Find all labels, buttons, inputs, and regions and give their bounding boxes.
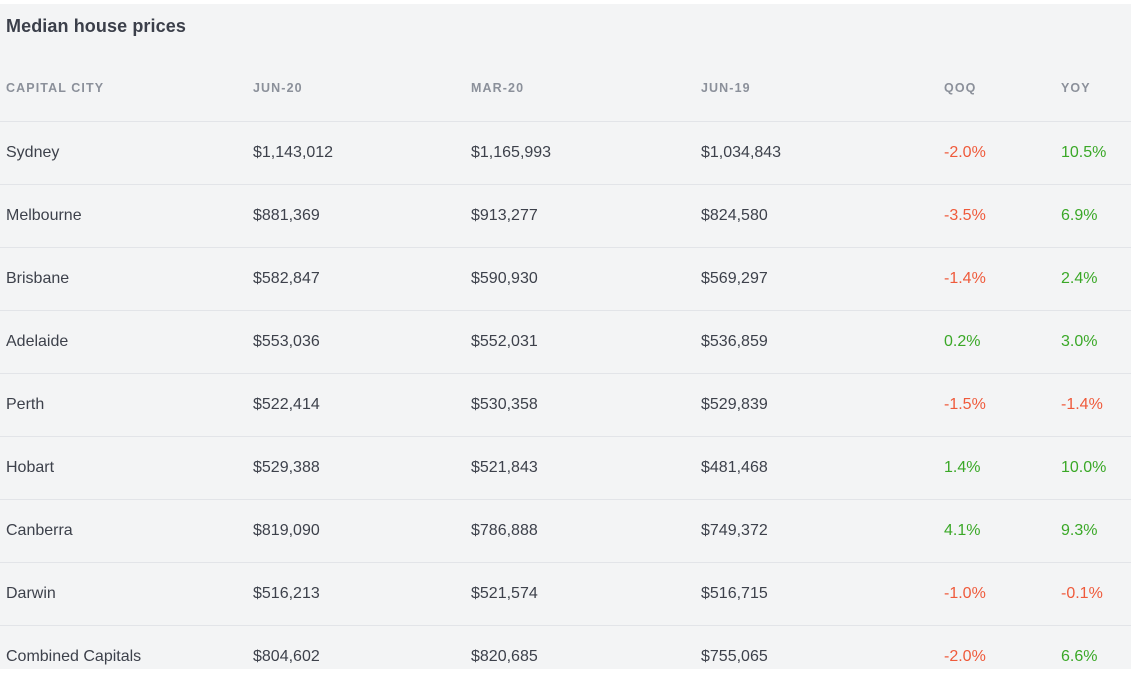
cell-jun20: $804,602: [253, 626, 471, 688]
cell-city: Hobart: [0, 437, 253, 500]
cell-jun20: $529,388: [253, 437, 471, 500]
cell-mar20: $913,277: [471, 185, 701, 248]
cell-yoy: 10.5%: [1061, 122, 1131, 185]
cell-qoq: -3.5%: [944, 185, 1061, 248]
cell-jun20: $1,143,012: [253, 122, 471, 185]
cell-city: Darwin: [0, 563, 253, 626]
cell-qoq: 4.1%: [944, 500, 1061, 563]
cell-city: Combined Capitals: [0, 626, 253, 688]
cell-mar20: $521,574: [471, 563, 701, 626]
cell-jun19: $824,580: [701, 185, 944, 248]
cell-mar20: $552,031: [471, 311, 701, 374]
cell-mar20: $820,685: [471, 626, 701, 688]
median-prices-table: CAPITAL CITY JUN-20 MAR-20 JUN-19 QOQ YO…: [0, 72, 1131, 688]
cell-yoy: 9.3%: [1061, 500, 1131, 563]
median-house-prices-panel: Median house prices CAPITAL CITY JUN-20 …: [0, 4, 1131, 669]
cell-mar20: $530,358: [471, 374, 701, 437]
cell-qoq: -2.0%: [944, 122, 1061, 185]
column-header-jun19: JUN-19: [701, 72, 944, 122]
cell-city: Melbourne: [0, 185, 253, 248]
cell-jun19: $529,839: [701, 374, 944, 437]
column-header-mar20: MAR-20: [471, 72, 701, 122]
column-header-yoy: YOY: [1061, 72, 1131, 122]
cell-qoq: -1.4%: [944, 248, 1061, 311]
table-row: Perth$522,414$530,358$529,839-1.5%-1.4%: [0, 374, 1131, 437]
table-title: Median house prices: [6, 16, 186, 37]
cell-city: Canberra: [0, 500, 253, 563]
cell-yoy: 6.6%: [1061, 626, 1131, 688]
cell-jun19: $749,372: [701, 500, 944, 563]
cell-city: Perth: [0, 374, 253, 437]
cell-qoq: -2.0%: [944, 626, 1061, 688]
table-row: Darwin$516,213$521,574$516,715-1.0%-0.1%: [0, 563, 1131, 626]
cell-qoq: 1.4%: [944, 437, 1061, 500]
cell-mar20: $786,888: [471, 500, 701, 563]
cell-yoy: -0.1%: [1061, 563, 1131, 626]
cell-qoq: 0.2%: [944, 311, 1061, 374]
table-body: Sydney$1,143,012$1,165,993$1,034,843-2.0…: [0, 122, 1131, 688]
column-header-city: CAPITAL CITY: [0, 72, 253, 122]
cell-jun20: $881,369: [253, 185, 471, 248]
column-header-qoq: QOQ: [944, 72, 1061, 122]
cell-mar20: $521,843: [471, 437, 701, 500]
cell-jun19: $516,715: [701, 563, 944, 626]
cell-jun19: $569,297: [701, 248, 944, 311]
cell-city: Sydney: [0, 122, 253, 185]
cell-city: Adelaide: [0, 311, 253, 374]
table-row: Melbourne$881,369$913,277$824,580-3.5%6.…: [0, 185, 1131, 248]
cell-yoy: -1.4%: [1061, 374, 1131, 437]
column-header-jun20: JUN-20: [253, 72, 471, 122]
cell-jun19: $536,859: [701, 311, 944, 374]
table-header-row: CAPITAL CITY JUN-20 MAR-20 JUN-19 QOQ YO…: [0, 72, 1131, 122]
cell-jun19: $1,034,843: [701, 122, 944, 185]
cell-qoq: -1.5%: [944, 374, 1061, 437]
table-row: Sydney$1,143,012$1,165,993$1,034,843-2.0…: [0, 122, 1131, 185]
cell-qoq: -1.0%: [944, 563, 1061, 626]
cell-jun20: $522,414: [253, 374, 471, 437]
cell-jun20: $582,847: [253, 248, 471, 311]
cell-jun20: $819,090: [253, 500, 471, 563]
cell-mar20: $1,165,993: [471, 122, 701, 185]
cell-city: Brisbane: [0, 248, 253, 311]
cell-yoy: 10.0%: [1061, 437, 1131, 500]
cell-yoy: 2.4%: [1061, 248, 1131, 311]
cell-jun20: $516,213: [253, 563, 471, 626]
table-row: Combined Capitals$804,602$820,685$755,06…: [0, 626, 1131, 688]
cell-jun19: $755,065: [701, 626, 944, 688]
cell-jun19: $481,468: [701, 437, 944, 500]
cell-yoy: 6.9%: [1061, 185, 1131, 248]
cell-mar20: $590,930: [471, 248, 701, 311]
cell-yoy: 3.0%: [1061, 311, 1131, 374]
cell-jun20: $553,036: [253, 311, 471, 374]
table-row: Brisbane$582,847$590,930$569,297-1.4%2.4…: [0, 248, 1131, 311]
